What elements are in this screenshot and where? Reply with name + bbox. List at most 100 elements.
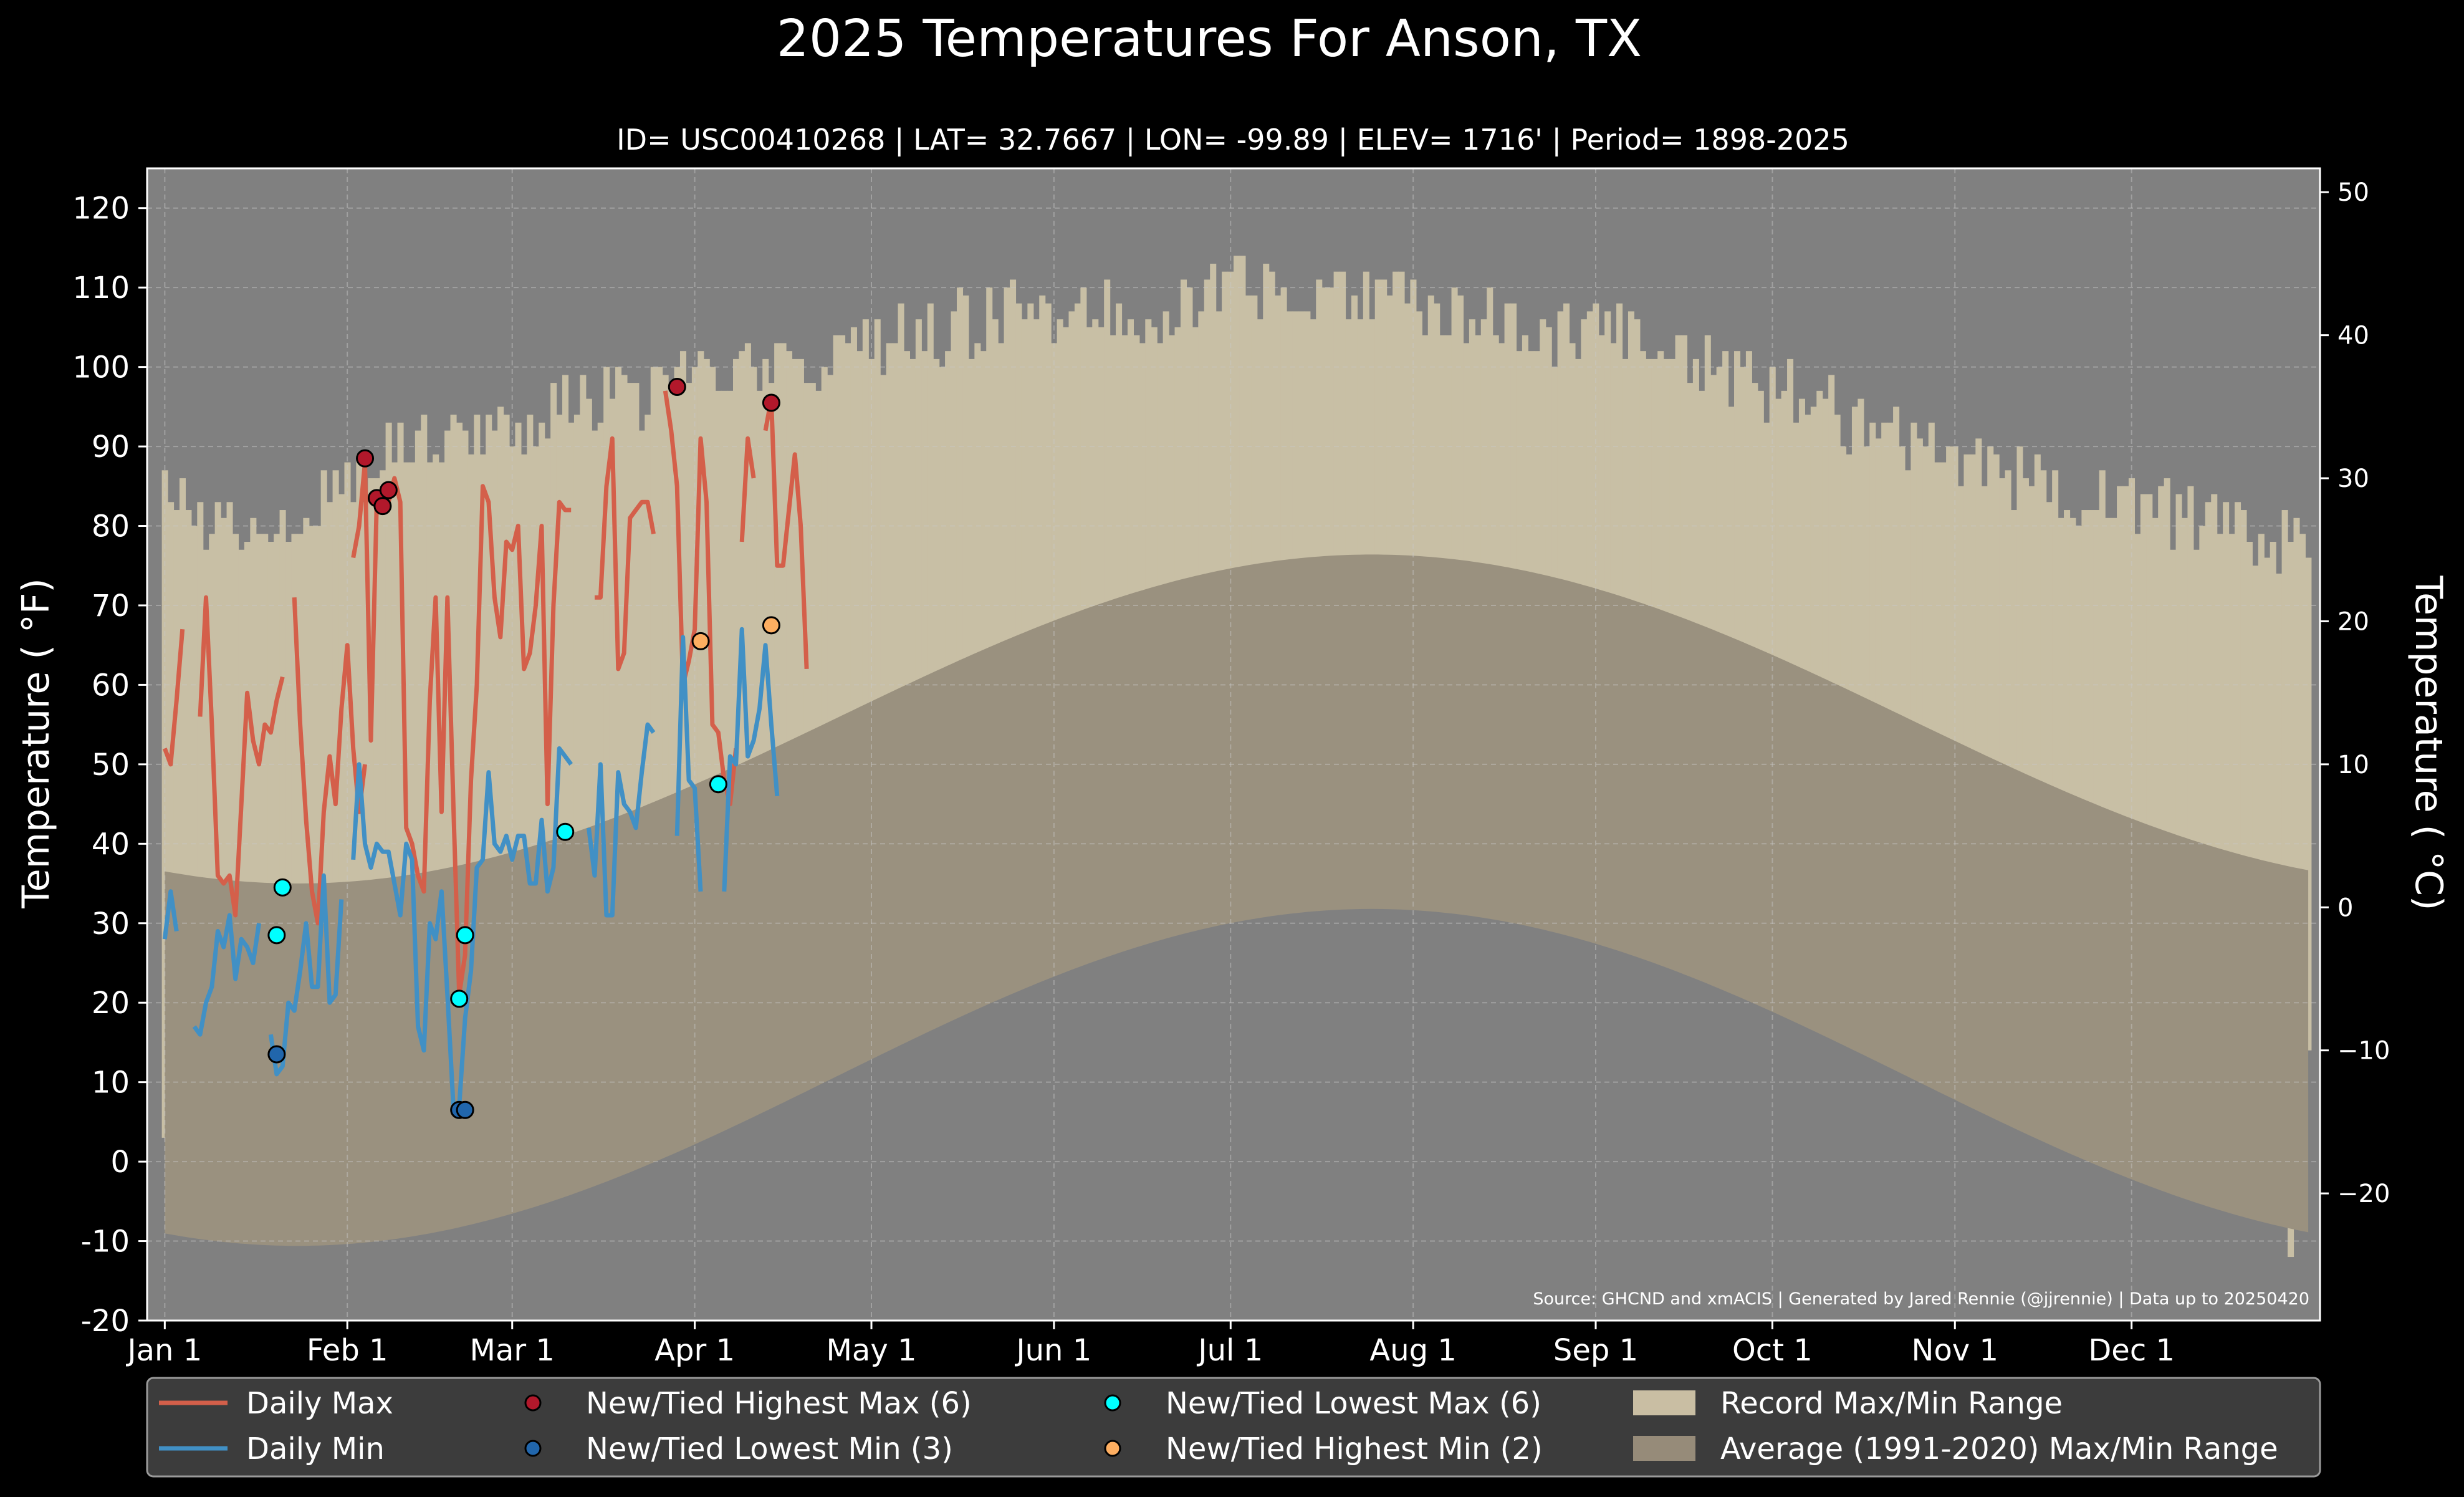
y-right-tick-label: 10 xyxy=(2337,751,2369,779)
legend-label: New/Tied Lowest Max (6) xyxy=(1166,1386,1541,1421)
record-range-bar xyxy=(1321,287,1328,637)
record-range-bar xyxy=(1687,383,1694,796)
record-range-bar xyxy=(1987,446,1994,987)
record-range-bar xyxy=(645,415,651,987)
daily-min-line xyxy=(351,746,573,1109)
record-range-bar xyxy=(332,470,339,1162)
y-tick-label: 120 xyxy=(72,191,130,226)
record-range-bar xyxy=(1198,311,1205,709)
record-range-bar xyxy=(1793,422,1800,860)
record-range-bar xyxy=(1475,335,1482,685)
record-range-bar xyxy=(1704,335,1711,796)
record-range-bar xyxy=(1121,335,1128,717)
record-range-bar xyxy=(1427,295,1434,693)
record-range-bar xyxy=(238,549,245,1138)
y-right-tick-label: −20 xyxy=(2337,1180,2390,1208)
record-range-bar xyxy=(2235,502,2241,1082)
record-range-bar xyxy=(668,390,675,940)
record-range-bar xyxy=(1292,311,1299,685)
record-range-bar xyxy=(1363,271,1369,677)
record-range-bar xyxy=(1098,327,1105,741)
record-range-bar xyxy=(1068,311,1075,733)
record-range-bar xyxy=(626,383,633,971)
legend-dot-swatch xyxy=(1104,1394,1121,1412)
record-range-bar xyxy=(2028,486,2035,1051)
record-range-bar xyxy=(580,375,587,979)
record-range-bar xyxy=(2199,526,2206,1082)
record-range-bar xyxy=(1410,279,1417,685)
record-range-bar xyxy=(1622,359,1629,773)
y-tick-label: 70 xyxy=(92,589,130,623)
record-range-bar xyxy=(1863,446,1870,940)
record-range-bar xyxy=(1627,311,1635,749)
record-range-bar xyxy=(986,287,993,796)
record-range-bar xyxy=(1822,398,1829,916)
legend-label: Average (1991-2020) Max/Min Range xyxy=(1720,1432,2278,1466)
record-range-bar xyxy=(1434,303,1441,685)
record-range-bar xyxy=(2258,534,2265,1090)
record-range-bar xyxy=(1469,319,1475,693)
record-range-bar xyxy=(1728,407,1735,828)
record-marker xyxy=(450,989,469,1008)
chart-subtitle: ID= USC00410268 | LAT= 32.7667 | LON= -9… xyxy=(616,123,1849,157)
record-range-bar xyxy=(285,542,292,1138)
x-tick-label: Oct 1 xyxy=(1732,1333,1813,1368)
legend-items: Daily Max Daily Min New/Tied Highest Max (… xyxy=(159,1386,2278,1466)
record-range-bar xyxy=(527,415,534,1051)
record-range-bar xyxy=(2299,534,2306,1099)
record-range-bar xyxy=(2140,494,2147,1051)
record-range-bar xyxy=(1675,335,1682,781)
y-tick-label: 50 xyxy=(92,748,130,782)
record-range-bar xyxy=(1463,343,1470,717)
record-range-bar xyxy=(1616,303,1623,757)
record-range-bar xyxy=(1740,367,1747,836)
record-range-bar xyxy=(1639,351,1646,781)
record-range-bar xyxy=(1145,319,1152,701)
record-range-bar xyxy=(2117,486,2124,1042)
record-range-bar xyxy=(833,335,840,860)
record-range-bar xyxy=(232,534,239,1146)
record-range-bar xyxy=(2111,517,2117,1051)
record-marker xyxy=(273,878,292,897)
legend: Daily Max Daily Min New/Tied Highest Max (… xyxy=(146,1377,2321,1478)
y-tick-label: 10 xyxy=(92,1066,130,1100)
record-range-bar xyxy=(662,375,669,971)
record-range-bar xyxy=(1328,287,1335,677)
record-range-bar xyxy=(2022,478,2029,1011)
y-tick-label: 60 xyxy=(92,668,130,703)
record-range-bar xyxy=(862,319,869,844)
record-range-bar xyxy=(868,359,875,844)
record-range-bar xyxy=(715,390,722,908)
record-range-bar xyxy=(732,359,740,955)
record-range-bar xyxy=(1063,327,1070,757)
record-range-bar xyxy=(203,549,209,1154)
record-range-bar xyxy=(1680,335,1688,796)
record-range-bar xyxy=(1268,271,1275,645)
record-range-bar xyxy=(774,343,781,940)
record-range-bar xyxy=(815,390,822,884)
record-range-bar xyxy=(1393,271,1399,653)
record-range-bar xyxy=(1074,303,1081,749)
record-range-bar xyxy=(792,359,798,892)
daily-min-line xyxy=(674,635,703,892)
record-range-bar xyxy=(1757,390,1764,836)
record-range-bar xyxy=(1015,303,1022,812)
record-range-bar xyxy=(2264,557,2271,1090)
plot-frame xyxy=(146,167,2321,1322)
record-range-bar xyxy=(898,303,904,812)
record-marker xyxy=(373,497,392,516)
record-range-bar xyxy=(968,359,975,804)
record-range-bar xyxy=(915,319,922,804)
record-range-bar xyxy=(391,462,398,1114)
y-tick-label: -20 xyxy=(81,1304,130,1339)
grid-lines xyxy=(147,168,2320,1321)
record-range-bar xyxy=(297,534,304,1090)
record-range-bar xyxy=(638,430,645,995)
record-range-bar xyxy=(550,383,557,995)
record-range-bar xyxy=(1357,319,1364,709)
record-range-bar xyxy=(2058,517,2064,1019)
record-range-bar xyxy=(974,343,981,796)
record-range-bar xyxy=(1080,287,1087,764)
record-range-bar xyxy=(462,430,469,1099)
record-range-bar xyxy=(980,351,987,773)
